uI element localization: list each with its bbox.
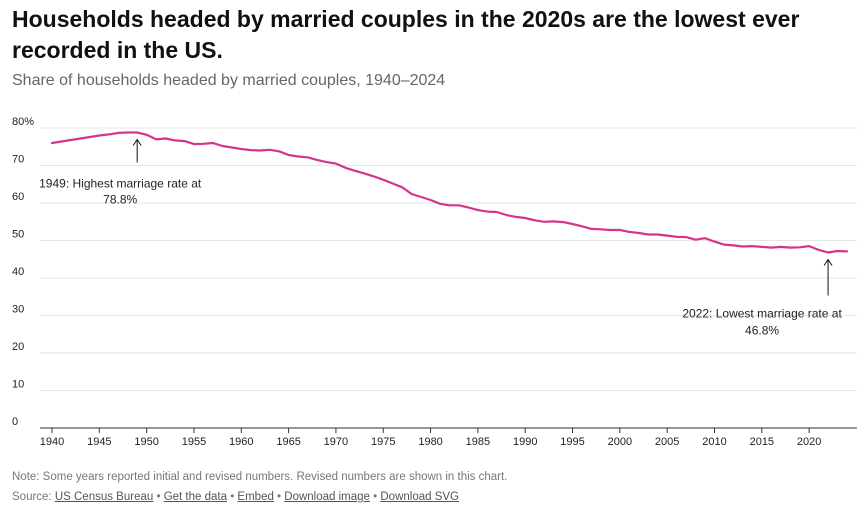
annotation-arrowhead bbox=[823, 258, 833, 266]
series-line bbox=[50, 131, 849, 254]
annotation-arrowhead bbox=[132, 138, 142, 146]
x-tick-label: 1965 bbox=[276, 436, 300, 448]
chart-title: Households headed by married couples in … bbox=[12, 6, 800, 63]
y-tick-label: 70 bbox=[12, 154, 24, 166]
x-tick-label: 1980 bbox=[418, 436, 442, 448]
x-tick-label: 2020 bbox=[797, 436, 821, 448]
annotations: 1949: Highest marriage rate at 78.8% 2022:… bbox=[39, 138, 842, 338]
series-line-layer bbox=[50, 131, 849, 254]
y-tick-label: 40 bbox=[12, 266, 24, 278]
y-tick-label: 50 bbox=[12, 229, 24, 241]
x-tick-label: 1970 bbox=[324, 436, 348, 448]
y-tick-label: 30 bbox=[12, 304, 24, 316]
x-tick-label: 1945 bbox=[87, 436, 111, 448]
x-tick-label: 1975 bbox=[371, 436, 395, 448]
x-tick-label: 2005 bbox=[655, 436, 679, 448]
separator: • bbox=[369, 491, 381, 503]
gridlines bbox=[40, 127, 857, 429]
download-image-link[interactable]: Download image bbox=[284, 491, 370, 503]
x-tick-label: 1955 bbox=[182, 436, 206, 448]
embed-link[interactable]: Embed bbox=[237, 491, 274, 503]
x-tick-label: 1950 bbox=[134, 436, 158, 448]
y-axis-ticks: 0 10 20 30 40 50 60 70 80% bbox=[12, 116, 34, 428]
download-svg-link[interactable]: Download SVG bbox=[380, 491, 459, 503]
x-tick-label: 2010 bbox=[702, 436, 726, 448]
source-bar: Source: US Census Bureau • Get the data … bbox=[12, 491, 459, 503]
chart-note: Note: Some years reported initial and re… bbox=[12, 471, 508, 483]
separator: • bbox=[227, 491, 238, 503]
x-tick-label: 1960 bbox=[229, 436, 253, 448]
x-tick-label: 2015 bbox=[750, 436, 774, 448]
source-prefix: Source: bbox=[12, 491, 55, 503]
x-tick-label: 1985 bbox=[466, 436, 490, 448]
separator: • bbox=[153, 491, 164, 503]
y-tick-label: 10 bbox=[12, 379, 24, 391]
source-link-census[interactable]: US Census Bureau bbox=[54, 491, 154, 503]
separator: • bbox=[273, 491, 285, 503]
annotation-high-text: 78.8% bbox=[103, 193, 137, 207]
annotation-low-text: 2022: Lowest marriage rate at bbox=[682, 307, 842, 321]
get-data-link[interactable]: Get the data bbox=[163, 491, 227, 503]
annotation-low-text: 46.8% bbox=[745, 324, 779, 338]
y-tick-label: 0 bbox=[12, 416, 18, 428]
x-tick-label: 1995 bbox=[560, 436, 584, 448]
y-tick-label: 20 bbox=[12, 341, 24, 353]
x-tick-label: 2000 bbox=[608, 436, 632, 448]
annotation-high-text: 1949: Highest marriage rate at bbox=[39, 177, 202, 191]
x-axis-ticks: 1940 1945 1950 1955 1960 1965 1970 1975 1980 1985… bbox=[40, 428, 821, 448]
chart-subtitle: Share of households headed by married co… bbox=[12, 72, 446, 89]
x-tick-label: 1940 bbox=[40, 436, 64, 448]
x-tick-label: 1990 bbox=[513, 436, 537, 448]
y-tick-label: 60 bbox=[12, 191, 24, 203]
y-tick-label: 80% bbox=[12, 116, 34, 128]
